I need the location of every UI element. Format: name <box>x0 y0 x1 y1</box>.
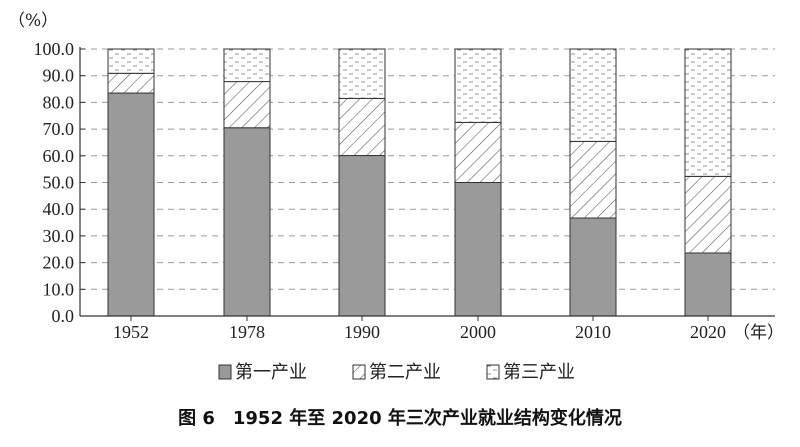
legend-swatch <box>218 364 232 380</box>
y-unit-label: （%） <box>8 11 58 31</box>
bar-segment <box>107 48 155 74</box>
bar-segment <box>338 97 386 157</box>
x-tick-label: 1952 <box>113 322 149 342</box>
bar-segment <box>223 48 271 83</box>
bar-segment <box>454 48 502 123</box>
bar-segment <box>338 48 386 99</box>
y-tick-label: 20.0 <box>43 253 75 273</box>
bar-segment <box>107 92 155 317</box>
x-tick-label: 1990 <box>344 322 380 342</box>
x-tick-label: 2020 <box>690 322 726 342</box>
y-tick-label: 40.0 <box>43 199 75 219</box>
legend: 第一产业 第二产业 第三产业 <box>218 362 575 383</box>
bar-segment <box>223 81 271 129</box>
x-tick-label: 2010 <box>575 322 611 342</box>
legend-label: 第一产业 <box>235 362 307 383</box>
y-tick-label: 10.0 <box>43 279 75 299</box>
y-tick-label: 100.0 <box>34 39 75 59</box>
bars <box>107 48 732 317</box>
y-tick-label: 0.0 <box>52 306 75 326</box>
legend-label: 第三产业 <box>503 362 575 383</box>
y-tick-label: 60.0 <box>43 146 75 166</box>
bar-segment <box>569 140 617 219</box>
x-tick-label: 1978 <box>229 322 265 342</box>
bar-segment <box>454 182 502 317</box>
bar-segment <box>569 48 617 142</box>
y-tick-label: 30.0 <box>43 226 75 246</box>
bar-segment <box>684 48 732 177</box>
axes: 0.0 10.0 20.0 30.0 40.0 50.0 60.0 70.0 80.0 90.0 1… <box>8 11 784 343</box>
y-tick-label: 50.0 <box>43 173 75 193</box>
bar-segment <box>684 252 732 317</box>
legend-swatch <box>352 364 366 380</box>
bar-segment <box>338 155 386 317</box>
bar-segment <box>454 121 502 184</box>
x-tick-label: 2000 <box>460 322 496 342</box>
gridlines <box>80 48 775 290</box>
legend-swatch <box>486 364 500 380</box>
bar-segment <box>107 72 155 94</box>
bar-segment <box>569 217 617 317</box>
y-tick-label: 70.0 <box>43 119 75 139</box>
bar-segment <box>684 175 732 254</box>
bar-segment <box>223 127 271 317</box>
y-tick-label: 90.0 <box>43 66 75 86</box>
x-unit-label: （年） <box>733 323 784 343</box>
figure-caption: 图 6 1952 年至 2020 年三次产业就业结构变化情况 <box>178 408 622 429</box>
legend-label: 第二产业 <box>369 362 441 383</box>
y-tick-label: 80.0 <box>43 92 75 112</box>
